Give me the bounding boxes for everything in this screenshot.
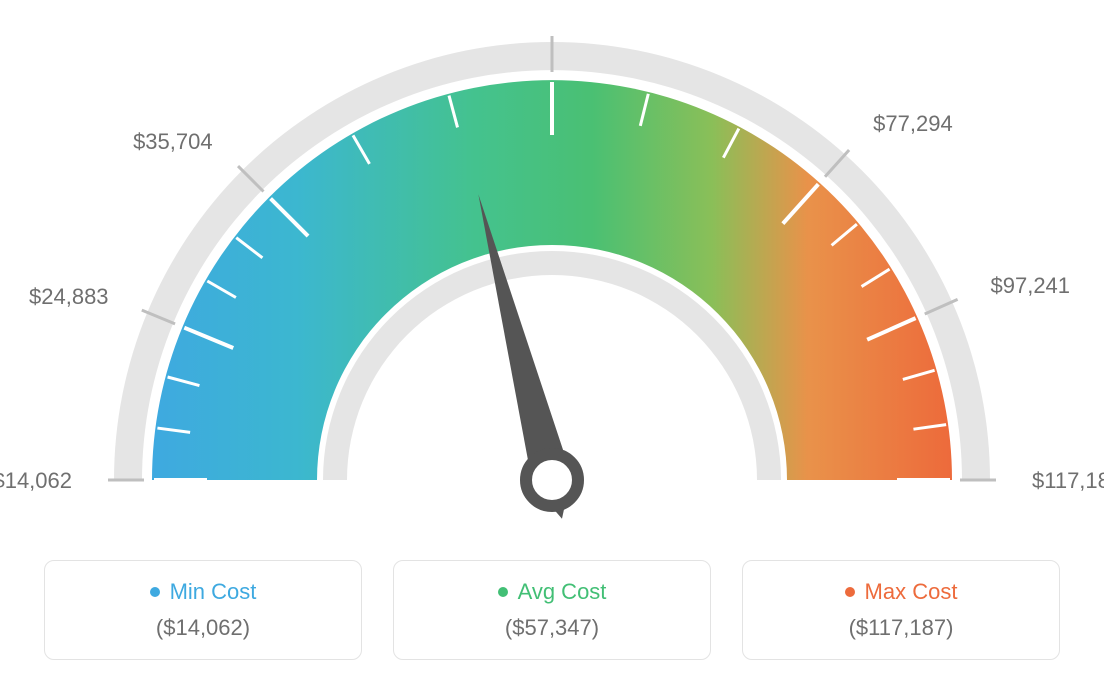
legend-row: Min Cost ($14,062) Avg Cost ($57,347) Ma… xyxy=(0,560,1104,660)
legend-value-avg: ($57,347) xyxy=(505,615,599,641)
tick-label: $24,883 xyxy=(29,284,109,310)
legend-card-max: Max Cost ($117,187) xyxy=(742,560,1060,660)
legend-value-min: ($14,062) xyxy=(156,615,250,641)
legend-title-text: Avg Cost xyxy=(518,579,607,605)
tick-label: $35,704 xyxy=(133,129,213,155)
tick-label: $14,062 xyxy=(0,468,72,494)
legend-value-max: ($117,187) xyxy=(849,615,954,641)
gauge-svg xyxy=(0,0,1104,540)
legend-title-avg: Avg Cost xyxy=(498,579,607,605)
dot-icon xyxy=(845,587,855,597)
dot-icon xyxy=(498,587,508,597)
tick-label: $77,294 xyxy=(873,111,953,137)
legend-card-avg: Avg Cost ($57,347) xyxy=(393,560,711,660)
tick-label: $117,187 xyxy=(1032,468,1104,494)
gauge-chart: $14,062$24,883$35,704$57,347$77,294$97,2… xyxy=(0,0,1104,540)
legend-card-min: Min Cost ($14,062) xyxy=(44,560,362,660)
tick-label: $97,241 xyxy=(991,273,1071,299)
legend-title-min: Min Cost xyxy=(150,579,257,605)
cost-gauge-widget: $14,062$24,883$35,704$57,347$77,294$97,2… xyxy=(0,0,1104,690)
dot-icon xyxy=(150,587,160,597)
legend-title-text: Min Cost xyxy=(170,579,257,605)
legend-title-max: Max Cost xyxy=(845,579,958,605)
needle-hub xyxy=(526,454,578,506)
legend-title-text: Max Cost xyxy=(865,579,958,605)
